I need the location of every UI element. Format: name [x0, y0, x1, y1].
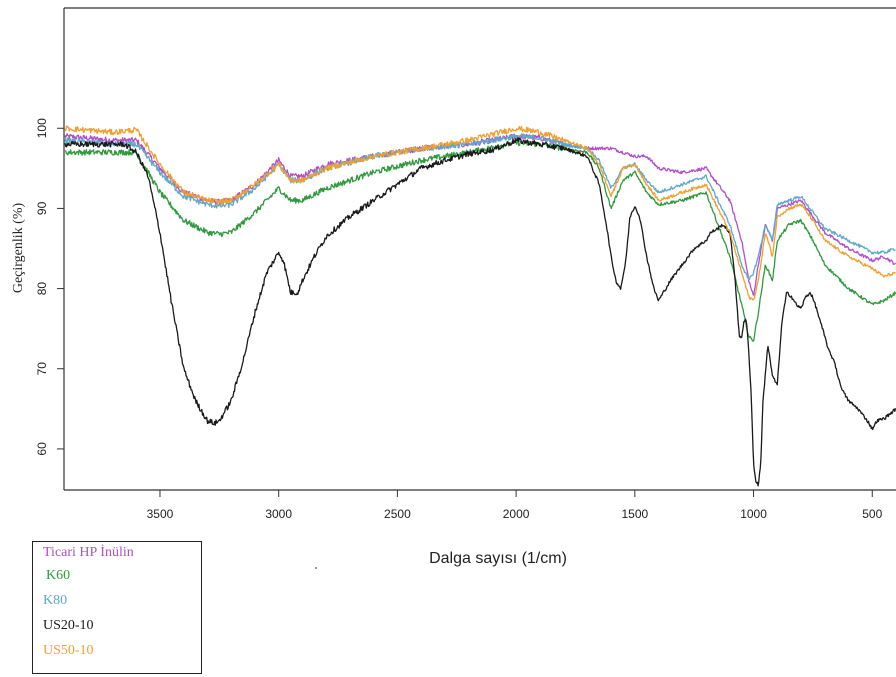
legend-item-k60: K60 [46, 568, 71, 583]
series-line-us20-10 [64, 137, 896, 487]
y-tick-label: 70 [35, 362, 49, 376]
y-tick-label: 60 [35, 442, 49, 456]
x-tick-label: 3500 [147, 507, 174, 521]
x-tick-label: 3000 [265, 507, 292, 521]
legend-item-k80: K80 [43, 593, 68, 608]
x-tick-label: 500 [862, 507, 882, 521]
legend-item-us20-10: US20-10 [43, 618, 94, 633]
chart-legend: Ticari HP İnülin K60 K80 US20-10 US50-10 [32, 541, 202, 674]
y-tick-label: 80 [35, 282, 49, 296]
y-tick-label: 90 [35, 201, 49, 215]
series-line-k60 [64, 139, 896, 342]
plot-frame [63, 7, 896, 491]
y-axis-title: Geçirgenlik (%) [11, 203, 26, 294]
x-tick-label: 2500 [384, 507, 411, 521]
legend-item-us50-10: US50-10 [43, 643, 94, 658]
x-axis: 3500 3000 2500 2000 1500 1000 500 [147, 490, 883, 521]
x-tick-label: 1500 [621, 507, 648, 521]
y-axis: 60 70 80 90 100 [35, 118, 64, 456]
series-line-k80 [64, 133, 896, 281]
series-layer [64, 125, 896, 487]
series-line-ticari-hp-i-n-lin [64, 133, 896, 296]
x-axis-title: Dalga sayısı (1/cm) [429, 550, 567, 567]
legend-item-ticari-hp-i-n-lin: Ticari HP İnülin [43, 545, 134, 560]
y-tick-label: 100 [35, 118, 49, 138]
x-tick-label: 1000 [740, 507, 767, 521]
stray-dot-mark [315, 567, 317, 569]
x-tick-label: 2000 [503, 507, 530, 521]
series-line-us50-10 [64, 125, 896, 301]
